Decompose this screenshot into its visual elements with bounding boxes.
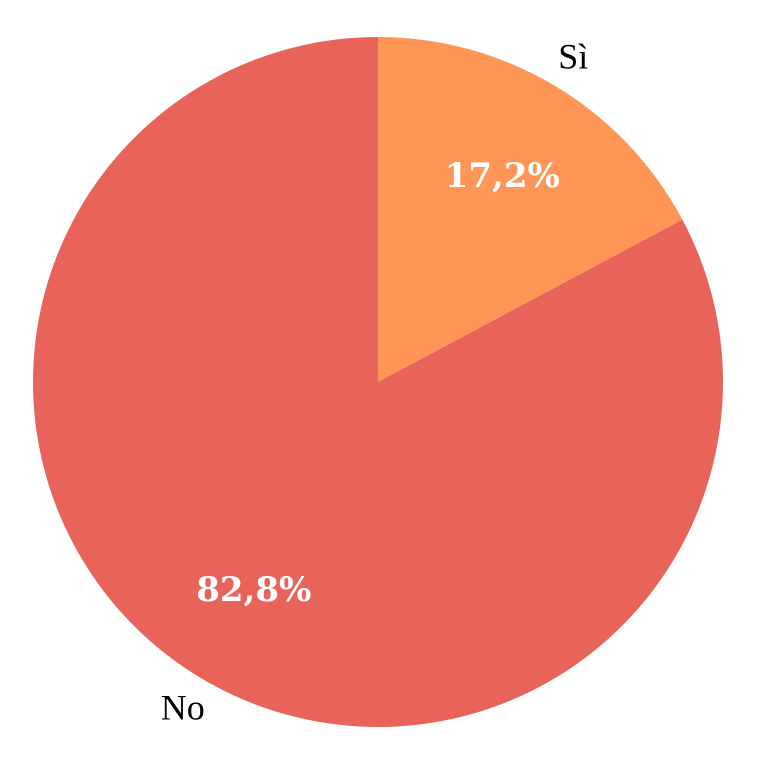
pie-slice-0 [378,37,683,382]
slice-value-label: 17,2% [445,156,560,196]
slice-category-label: No [161,687,205,727]
slice-category-label: Sì [558,37,588,77]
pie-slice-1 [33,37,724,728]
slice-value-label: 82,8% [196,570,311,610]
